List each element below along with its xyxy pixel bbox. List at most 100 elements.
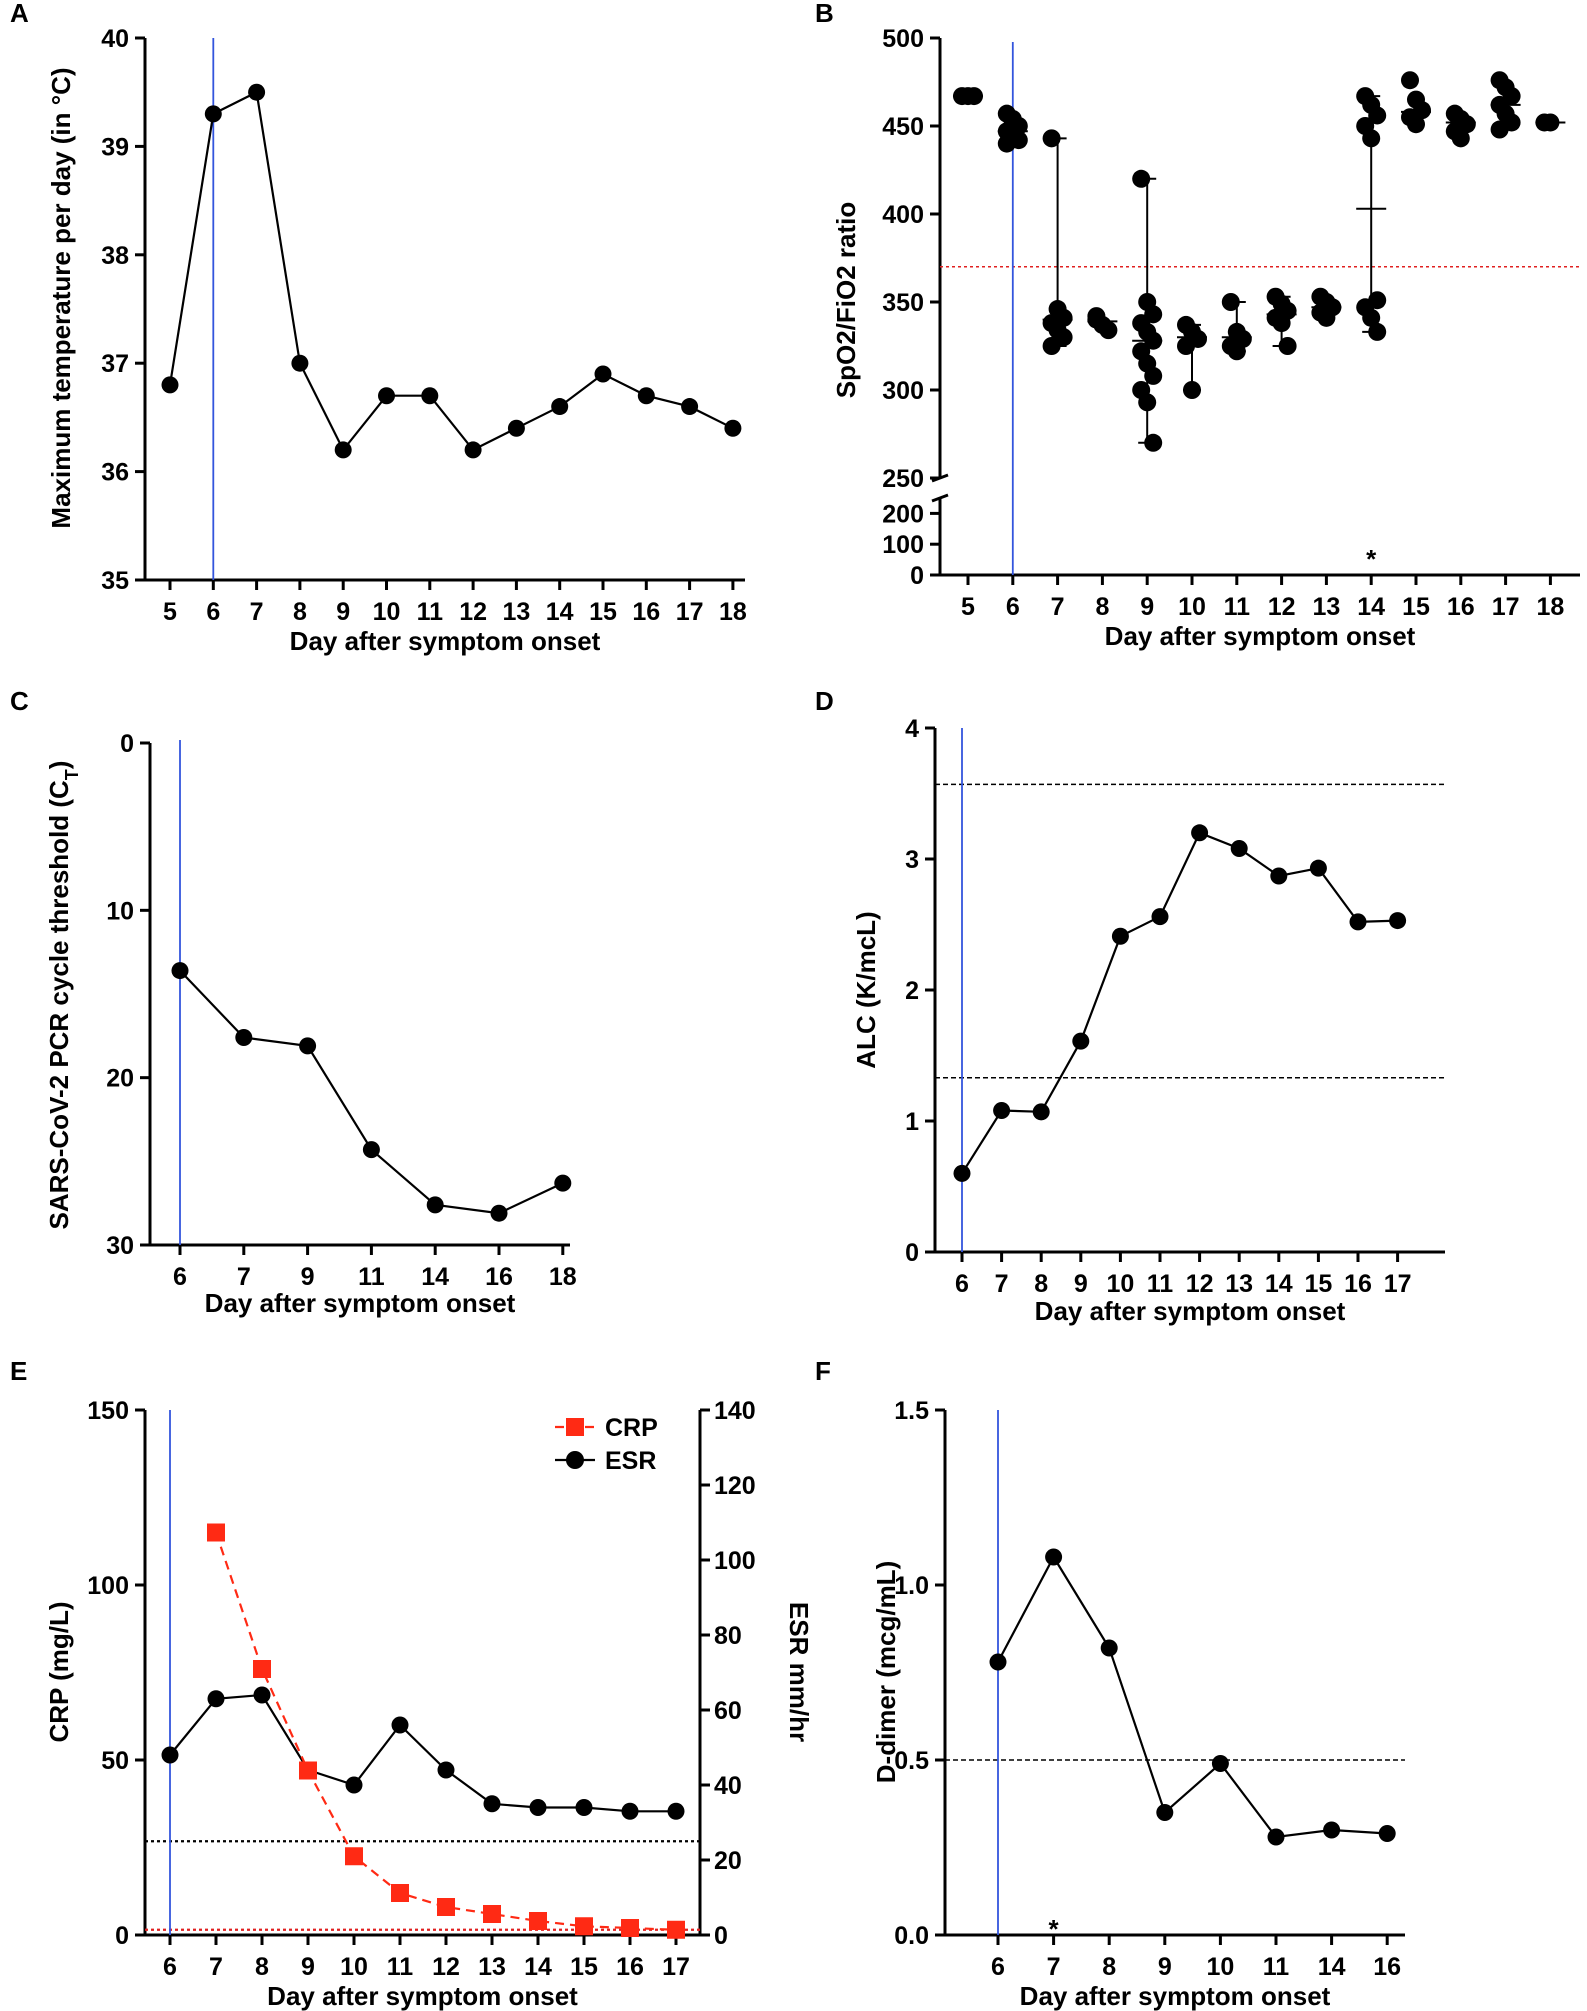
d-y-tick-label: 0 bbox=[905, 1239, 919, 1267]
b-y-tick-label: 450 bbox=[882, 113, 924, 141]
e-crp-point bbox=[299, 1761, 317, 1780]
a-data-point bbox=[507, 419, 525, 437]
a-x-tick-label: 17 bbox=[676, 598, 704, 626]
f-x-tick-label: 6 bbox=[991, 1953, 1005, 1981]
panel-f: F 0.0 0.5 1.0 1.5 6 7 8 9 10 11 14 16 * Day after symp… bbox=[815, 1356, 1405, 2011]
d-x-axis-title: Day after symptom onset bbox=[1035, 1296, 1346, 1326]
d-data-point bbox=[953, 1164, 971, 1182]
e-crp-point bbox=[575, 1917, 593, 1936]
d-y-tick-label: 1 bbox=[905, 1108, 919, 1136]
panel-letter-d: D bbox=[815, 686, 834, 716]
b-data-point bbox=[1144, 433, 1163, 452]
e-y-tick-label: 50 bbox=[101, 1747, 129, 1775]
e-x-tick-label: 9 bbox=[301, 1953, 315, 1981]
c-y-axis-title-main: SARS-CoV-2 PCR cycle threshold (C bbox=[44, 780, 74, 1230]
b-data-point bbox=[1317, 308, 1336, 327]
a-x-tick-label: 15 bbox=[589, 598, 617, 626]
a-x-tick-label: 18 bbox=[719, 598, 747, 626]
b-data-point bbox=[1138, 393, 1157, 412]
b-y-tick-label: 350 bbox=[882, 289, 924, 317]
b-x-tick-label: 8 bbox=[1095, 593, 1109, 621]
panel-a: A 35 36 37 38 39 40 5 6 7 8 9 10 11 12 13 14 15 16 17 18 Day … bbox=[10, 0, 747, 656]
f-data-point bbox=[1100, 1639, 1118, 1657]
b-y-axis-title: SpO2/FiO2 ratio bbox=[831, 202, 861, 399]
b-y-tick-label: 300 bbox=[882, 377, 924, 405]
a-y-axis-title: Maximum temperature per day (in °C) bbox=[46, 67, 76, 528]
c-x-tick-label: 6 bbox=[173, 1263, 187, 1291]
c-x-tick-label: 14 bbox=[421, 1263, 449, 1291]
e-esr-point bbox=[207, 1690, 225, 1708]
b-data-point bbox=[1221, 293, 1240, 311]
b-y-tick-label: 100 bbox=[882, 531, 924, 559]
a-x-tick-label: 14 bbox=[546, 598, 574, 626]
panel-letter-f: F bbox=[815, 1356, 831, 1386]
c-y-axis-title-subscript: T bbox=[62, 769, 82, 780]
f-data-point bbox=[1267, 1828, 1285, 1846]
b-data-point bbox=[1144, 366, 1163, 385]
e-y-tick-label-right: 0 bbox=[714, 1922, 728, 1950]
f-data-point bbox=[1323, 1821, 1341, 1839]
c-x-tick-label: 7 bbox=[237, 1263, 251, 1291]
d-data-point bbox=[1191, 824, 1209, 842]
f-x-tick-label: 8 bbox=[1102, 1953, 1116, 1981]
a-x-tick-label: 7 bbox=[250, 598, 264, 626]
e-crp-point bbox=[437, 1898, 455, 1916]
e-x-tick-label: 13 bbox=[478, 1953, 506, 1981]
d-x-tick-label: 15 bbox=[1304, 1270, 1332, 1298]
b-x-tick-label: 17 bbox=[1492, 593, 1520, 621]
a-data-point bbox=[334, 441, 352, 459]
panel-letter-e: E bbox=[10, 1356, 27, 1386]
f-x-tick-label: 9 bbox=[1158, 1953, 1172, 1981]
b-x-tick-label: 9 bbox=[1140, 593, 1154, 621]
e-x-tick-label: 8 bbox=[255, 1953, 269, 1981]
d-y-tick-label: 2 bbox=[905, 977, 919, 1005]
c-y-tick-label: 30 bbox=[106, 1232, 134, 1260]
f-x-axis-title: Day after symptom onset bbox=[1020, 1981, 1331, 2011]
f-data-point bbox=[1045, 1548, 1063, 1566]
f-x-tick-label: 16 bbox=[1373, 1953, 1401, 1981]
e-esr-point bbox=[529, 1799, 547, 1816]
c-data-point bbox=[554, 1174, 572, 1192]
a-y-tick-label: 38 bbox=[101, 242, 129, 270]
f-y-tick-label: 1.5 bbox=[894, 1397, 929, 1425]
d-data-point bbox=[1032, 1103, 1050, 1121]
d-x-tick-label: 11 bbox=[1147, 1270, 1174, 1298]
b-x-tick-label: 14 bbox=[1357, 593, 1385, 621]
e-esr-point bbox=[161, 1746, 179, 1764]
e-legend-esr-marker bbox=[566, 1451, 584, 1469]
b-data-point bbox=[1132, 169, 1151, 188]
f-y-tick-label: 1.0 bbox=[894, 1572, 929, 1600]
e-x-tick-label: 6 bbox=[163, 1953, 177, 1981]
c-x-tick-label: 16 bbox=[485, 1263, 513, 1291]
e-y-tick-label-right: 40 bbox=[714, 1772, 742, 1800]
b-data-point bbox=[1177, 337, 1195, 355]
b-x-tick-label: 18 bbox=[1536, 593, 1564, 621]
e-y-tick-label-right: 80 bbox=[714, 1622, 742, 1650]
b-axis-break bbox=[931, 473, 949, 483]
b-data-point bbox=[1087, 310, 1106, 329]
d-y-tick-label: 4 bbox=[905, 715, 919, 743]
e-esr-point bbox=[667, 1802, 685, 1820]
e-x-axis-title: Day after symptom onset bbox=[267, 1981, 578, 2011]
c-x-axis-title: Day after symptom onset bbox=[205, 1288, 516, 1318]
b-data-point bbox=[1099, 321, 1118, 340]
b-data-point bbox=[1003, 113, 1022, 132]
e-crp-line bbox=[214, 1532, 677, 1931]
d-data-point bbox=[993, 1102, 1011, 1120]
d-data-point bbox=[1072, 1032, 1090, 1050]
a-data-point bbox=[421, 387, 439, 405]
b-data-point bbox=[1401, 71, 1419, 90]
e-y-axis-title-right: ESR mm/hr bbox=[784, 1602, 814, 1742]
d-data-point bbox=[1151, 908, 1169, 926]
c-y-tick-label: 10 bbox=[106, 897, 134, 925]
c-x-tick-label: 9 bbox=[301, 1263, 315, 1291]
e-esr-point bbox=[391, 1716, 409, 1734]
e-x-tick-label: 11 bbox=[387, 1953, 414, 1981]
c-data-point bbox=[235, 1029, 253, 1047]
b-x-tick-label: 16 bbox=[1447, 593, 1475, 621]
c-x-tick-label: 11 bbox=[358, 1263, 385, 1291]
d-y-tick-label: 3 bbox=[905, 846, 919, 874]
d-x-tick-label: 17 bbox=[1384, 1270, 1412, 1298]
f-x-tick-label: 11 bbox=[1263, 1953, 1290, 1981]
d-x-tick-label: 14 bbox=[1265, 1270, 1293, 1298]
